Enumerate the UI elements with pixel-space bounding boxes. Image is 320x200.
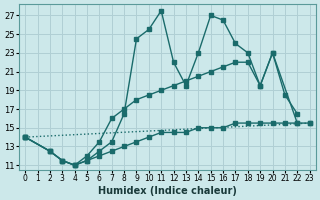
X-axis label: Humidex (Indice chaleur): Humidex (Indice chaleur) bbox=[98, 186, 237, 196]
